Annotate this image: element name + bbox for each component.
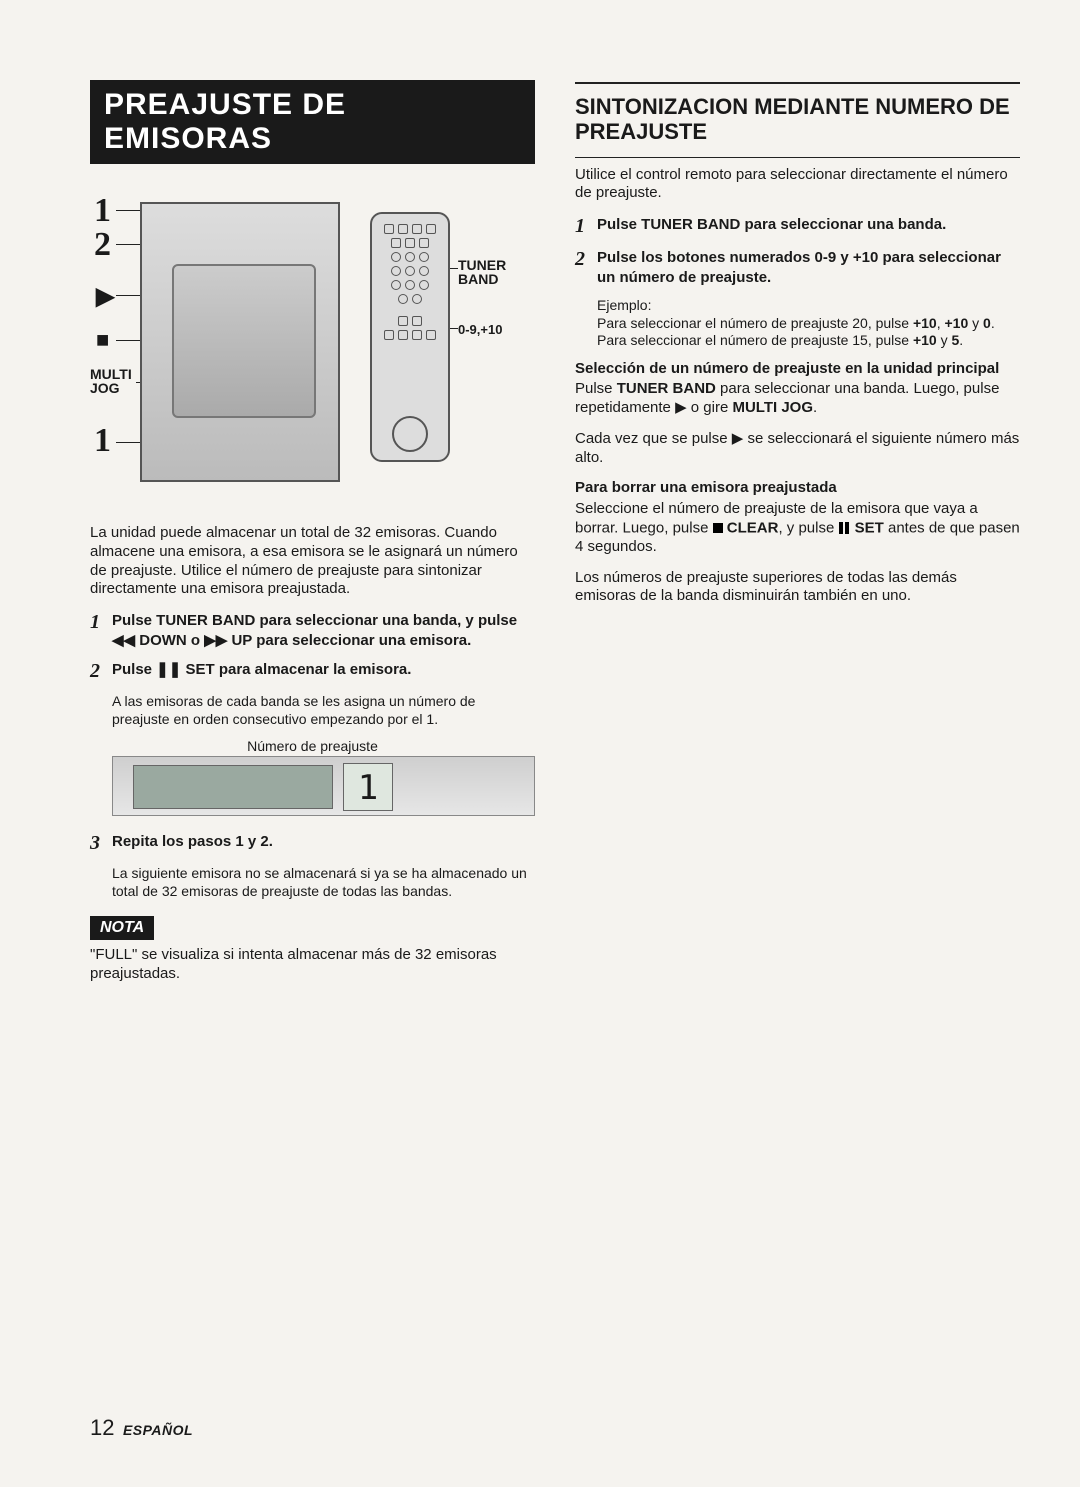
step-3-sub: La siguiente emisora no se almacenará si… [112,865,535,900]
delete-p2: Los números de preajuste superiores de t… [575,569,1020,607]
step-number: 1 [90,611,112,650]
selection-p1: Pulse TUNER BAND para seleccionar una ba… [575,380,1020,418]
callout-1b: 1 [94,422,111,460]
step-2-example: Ejemplo: Para seleccionar el número de p… [597,297,1020,350]
callout-play: ▶ [96,282,114,311]
step-2: 2 Pulse ❚❚ SET para almacenar la emisora… [90,660,535,683]
step-number: 3 [90,832,112,855]
step-1: 1 Pulse TUNER BAND para seleccionar una … [575,215,1020,238]
subheading-selection: Selección de un número de preajuste en l… [575,360,1020,379]
step-text: Pulse los botones numerados 0-9 y +10 pa… [597,248,1020,287]
right-column: SINTONIZACION MEDIANTE NUMERO DE PREAJUS… [575,80,1020,996]
section-title: SINTONIZACION MEDIANTE NUMERO DE PREAJUS… [575,94,1020,145]
stop-icon [713,523,723,533]
subheading-delete: Para borrar una emisora preajustada [575,479,1020,498]
step-2: 2 Pulse los botones numerados 0-9 y +10 … [575,248,1020,287]
selection-p2: Cada vez que se pulse ▶ se seleccionará … [575,430,1020,468]
callout-stop: ■ [96,327,109,353]
delete-p1: Seleccione el número de preajuste de la … [575,500,1020,557]
display-panel: 1 [112,756,535,816]
step-3: 3 Repita los pasos 1 y 2. [90,832,535,855]
callout-0-9: 0-9,+10 [458,322,502,337]
step-number: 1 [575,215,597,238]
step-text: Pulse ❚❚ SET para almacenar la emisora. [112,660,535,683]
pause-icon [838,519,850,538]
intro-paragraph: La unidad puede almacenar un total de 32… [90,524,535,599]
section-title: PREAJUSTE DE EMISORAS [90,80,535,164]
product-diagram: 1 2 ▶ ■ MULTI JOG 1 [90,192,535,502]
remote-illustration [370,212,450,462]
callout-tunerband: TUNER BAND [458,258,535,286]
note-label: NOTA [90,916,154,940]
step-1: 1 Pulse TUNER BAND para seleccionar una … [90,611,535,650]
left-column: PREAJUSTE DE EMISORAS 1 2 ▶ ■ MULTI JOG … [90,80,535,996]
step-number: 2 [575,248,597,287]
intro-paragraph: Utilice el control remoto para seleccion… [575,166,1020,204]
page-language: ESPAÑOL [123,1422,193,1438]
note-text: "FULL" se visualiza si intenta almacenar… [90,946,535,984]
step-number: 2 [90,660,112,683]
callout-1: 1 [94,192,111,230]
stereo-illustration [140,202,340,482]
display-digit: 1 [343,763,393,811]
step-text: Pulse TUNER BAND para seleccionar una ba… [597,215,1020,238]
display-label: Número de preajuste [90,738,535,754]
step-text: Pulse TUNER BAND para seleccionar una ba… [112,611,535,650]
page-footer: 12 ESPAÑOL [90,1415,193,1441]
step-text: Repita los pasos 1 y 2. [112,832,535,855]
page-number: 12 [90,1415,114,1440]
step-2-sub: A las emisoras de cada banda se les asig… [112,693,535,728]
callout-2: 2 [94,226,111,264]
callout-multijog: MULTI JOG [90,367,136,395]
